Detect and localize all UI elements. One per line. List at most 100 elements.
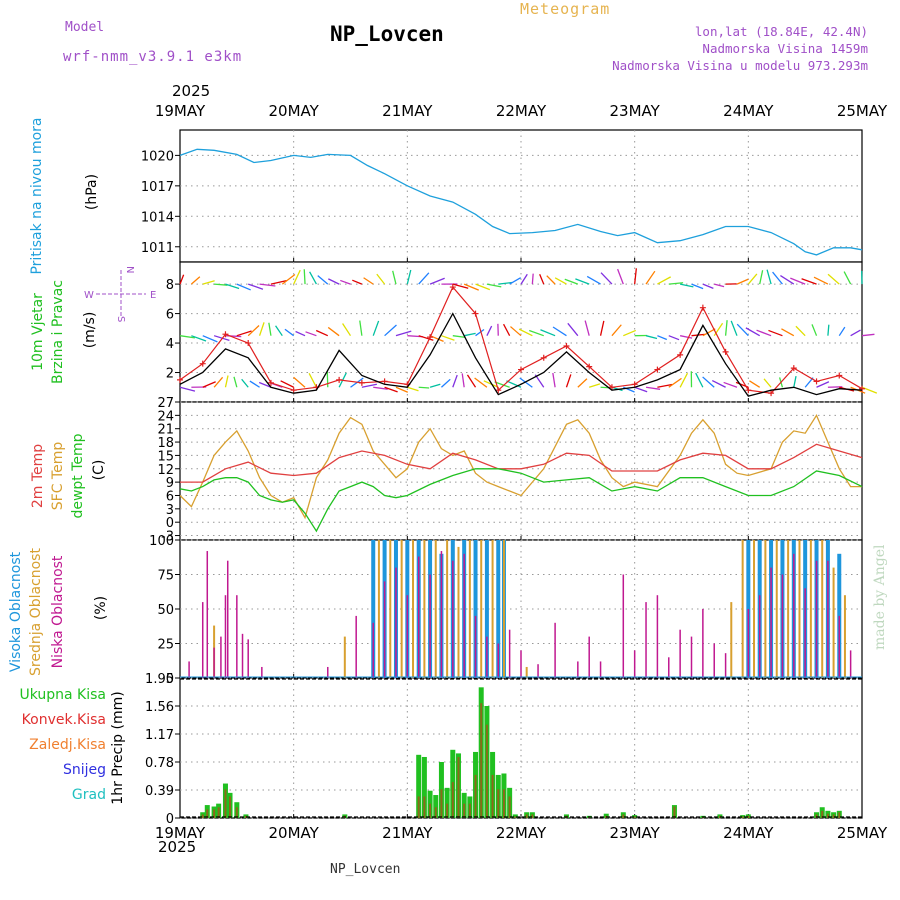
pressure-label: Pritisak na nivou mora — [29, 117, 45, 274]
model-altitude-label: Nadmorska Visina u modelu 973.293m — [612, 58, 868, 73]
wind-arrow — [691, 283, 704, 290]
wind-arrow — [577, 378, 588, 388]
precip-conv-bar — [815, 814, 818, 818]
wind-arrow — [376, 273, 386, 285]
temperature-ytick-label: 24 — [157, 409, 174, 424]
cloud-mid-bar — [832, 567, 835, 678]
wind-arrow — [714, 283, 725, 288]
wind-unit: (m/s) — [82, 312, 98, 349]
precip-total-bar — [444, 787, 450, 818]
wind-ytick-label: 4 — [166, 337, 174, 352]
precip-conv-bar — [440, 789, 443, 818]
cloud-mid-bar — [400, 540, 403, 678]
cloud-mid-bar — [423, 540, 426, 678]
cloud-mid-bar — [412, 540, 415, 678]
wind-arrow — [191, 335, 207, 342]
wind-arrow — [308, 373, 317, 388]
cloud-mid-bar — [741, 540, 744, 678]
wind-arrow — [813, 276, 829, 285]
wind-arrow — [567, 322, 579, 337]
wind-arrow — [861, 333, 875, 337]
cloud-mid-bar — [730, 602, 733, 678]
cloud-low-bar — [838, 615, 841, 678]
precip-conv-bar — [463, 803, 466, 818]
temperature-ytick-label: 15 — [157, 449, 174, 464]
wind-arrow — [281, 274, 296, 285]
wind-arrow — [213, 376, 224, 388]
wind-arrow — [225, 283, 240, 290]
wind-arrow — [395, 386, 409, 393]
pressure-ytick-label: 1014 — [141, 210, 174, 225]
temperature-ytick-label: 27 — [157, 396, 174, 411]
cloud-low-bar — [206, 551, 209, 678]
precip-conv-bar — [718, 815, 721, 818]
precip-total-bar — [433, 795, 439, 818]
wind-arrow — [474, 377, 488, 388]
precip-conv-bar — [508, 796, 511, 818]
wind-arrow — [795, 325, 806, 337]
wind-arrow — [247, 325, 260, 337]
wind-arrow — [395, 330, 412, 337]
wind-arrow — [441, 335, 455, 341]
wind-gust-marker — [836, 372, 843, 379]
precip-conv-bar — [838, 812, 841, 818]
temperature-ytick-label: 18 — [157, 436, 174, 451]
wind-arrow — [241, 378, 249, 388]
wind-arrow — [766, 269, 772, 285]
temperature-ytick-label: 12 — [157, 463, 174, 478]
wind-arrow — [510, 326, 522, 337]
cloud-low-bar — [355, 615, 357, 678]
wind-arrow — [233, 376, 238, 388]
xtick-label-top: 19MAY — [155, 102, 206, 120]
wind-arrow — [429, 277, 445, 285]
wind-arrow — [611, 324, 622, 337]
wind-arrow — [759, 270, 764, 285]
wind-arrow — [213, 335, 230, 342]
wind-arrow — [540, 329, 556, 337]
wind-arrow — [539, 273, 545, 285]
cloud-low-bar — [588, 636, 590, 678]
wind-gust-marker — [427, 334, 434, 341]
precip-ytick-label: 1.56 — [145, 700, 174, 715]
xtick-label-bottom: 23MAY — [610, 824, 661, 842]
wind-gust-marker — [722, 348, 729, 355]
wind-arrow — [293, 376, 306, 388]
temperature-ytick-label: 3 — [166, 503, 174, 518]
wind-arrow — [827, 324, 830, 336]
pressure-ytick-label: 1011 — [141, 241, 174, 256]
cloud-mid-bar — [480, 540, 483, 678]
wind-arrow — [657, 383, 673, 388]
wind-arrow — [202, 381, 216, 388]
wind-arrow — [452, 283, 469, 289]
temp-label-2: SFC Temp — [50, 442, 66, 511]
precip-total-bar — [416, 754, 422, 818]
wind-arrow — [270, 280, 287, 285]
precip-ytick-label: 0 — [166, 812, 174, 827]
wind-arrow — [486, 325, 493, 336]
wind-arrow — [564, 278, 579, 285]
precip-conv-bar — [491, 774, 494, 818]
xtick-label-bottom: 25MAY — [837, 824, 888, 842]
cloud-low-bar — [645, 602, 647, 678]
wind-arrow — [617, 268, 624, 285]
precip-conv-bar — [673, 806, 676, 818]
wind-arrow — [702, 283, 714, 289]
wind-arrow — [546, 275, 556, 285]
wind-arrow — [756, 329, 772, 337]
precip-conv-bar — [747, 815, 750, 818]
cloud-low-bar — [188, 661, 190, 678]
compass-n: N — [124, 266, 135, 273]
wind-arrow — [475, 283, 491, 291]
wind-gust-marker — [563, 343, 570, 349]
clouds-ytick-label: 100 — [149, 534, 174, 549]
cloud-mid-bar — [775, 540, 778, 678]
clouds-ytick-label: 25 — [157, 638, 174, 653]
wind-arrow — [768, 329, 783, 337]
temperature-ytick-label: 0 — [166, 516, 174, 531]
cloud-low-bar — [486, 636, 488, 678]
wind-gust-marker — [790, 365, 797, 372]
wind-arrow — [503, 323, 511, 336]
wind-arrow — [711, 379, 726, 388]
precip-conv-bar — [217, 807, 220, 818]
